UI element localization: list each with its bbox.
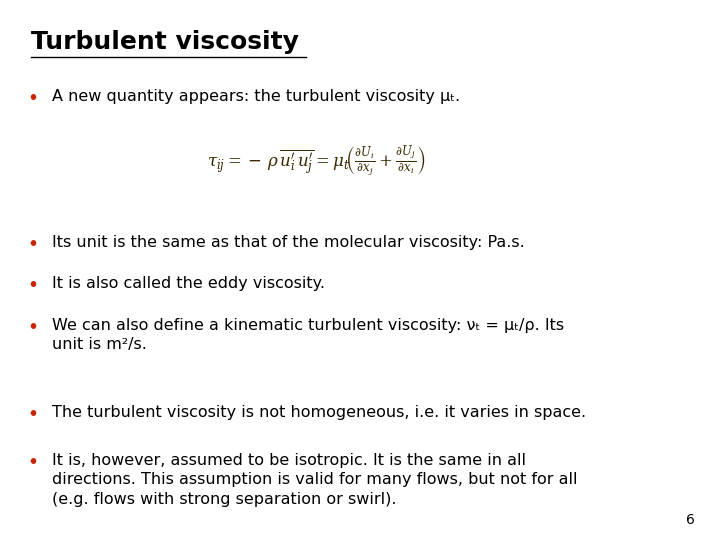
Text: A new quantity appears: the turbulent viscosity μₜ.: A new quantity appears: the turbulent vi… <box>52 89 460 104</box>
Text: •: • <box>27 276 38 295</box>
Text: The turbulent viscosity is not homogeneous, i.e. it varies in space.: The turbulent viscosity is not homogeneo… <box>52 406 586 420</box>
Text: •: • <box>27 453 38 472</box>
Text: •: • <box>27 235 38 254</box>
Text: It is, however, assumed to be isotropic. It is the same in all
directions. This : It is, however, assumed to be isotropic.… <box>52 453 577 507</box>
Text: •: • <box>27 89 38 108</box>
Text: •: • <box>27 406 38 424</box>
Text: It is also called the eddy viscosity.: It is also called the eddy viscosity. <box>52 276 325 292</box>
Text: $\tau_{ij} = -\,\rho\,\overline{u_i'\,u_j'}= \mu_t\!\left(\frac{\partial U_i}{\p: $\tau_{ij} = -\,\rho\,\overline{u_i'\,u_… <box>207 144 426 180</box>
Text: Its unit is the same as that of the molecular viscosity: Pa.s.: Its unit is the same as that of the mole… <box>52 235 525 250</box>
Text: •: • <box>27 318 38 337</box>
Text: Turbulent viscosity: Turbulent viscosity <box>31 30 299 53</box>
Text: 6: 6 <box>686 512 695 526</box>
Text: We can also define a kinematic turbulent viscosity: νₜ = μₜ/ρ. Its
unit is m²/s.: We can also define a kinematic turbulent… <box>52 318 564 352</box>
